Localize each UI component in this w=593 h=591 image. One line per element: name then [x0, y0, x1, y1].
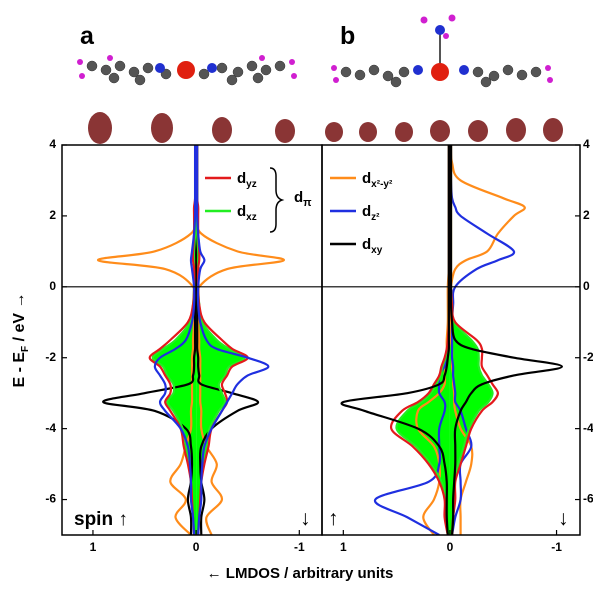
y-tick-label: 0 — [583, 279, 590, 293]
y-tick-label: -6 — [583, 492, 593, 506]
spin-label: ↑ — [328, 507, 339, 530]
dos-line — [449, 145, 516, 535]
y-tick-label: 0 — [49, 279, 56, 293]
y-tick-label: -2 — [45, 350, 56, 364]
legend-name: d — [362, 203, 371, 220]
y-tick-label: -4 — [45, 421, 56, 435]
panel-letter: b — [340, 22, 355, 50]
molecule-b — [331, 14, 553, 88]
y-label-sub: F — [20, 346, 31, 352]
dos-line — [195, 145, 270, 535]
y-axis-label: E - EF / eV → — [11, 292, 31, 387]
spin-label: spin ↑ — [74, 509, 128, 530]
y-tick-label: 2 — [583, 208, 590, 222]
y-tick-label: 2 — [49, 208, 56, 222]
y-tick-label: -2 — [583, 350, 593, 364]
area-fill — [396, 145, 450, 535]
spin-label: ↓ — [558, 507, 569, 530]
plot-area — [340, 145, 563, 535]
spin-label: ↓ — [300, 507, 311, 530]
legend-name: d — [237, 170, 246, 187]
panel-letter: a — [80, 22, 95, 50]
group-main: d — [294, 189, 303, 206]
y-tick-label: 4 — [49, 137, 56, 151]
dos-line — [449, 145, 563, 535]
panel-frame — [321, 144, 581, 536]
group-label: dπ — [294, 189, 312, 209]
y-label-main: E - E — [11, 352, 28, 388]
y-label-tail: / eV → — [11, 292, 28, 345]
group-sub: π — [303, 197, 312, 209]
legend-label: dxz — [237, 203, 257, 223]
substrate-atoms — [88, 112, 563, 144]
dos-line — [153, 145, 197, 535]
legend-name: d — [237, 203, 246, 220]
legend-sub: x²-y² — [371, 179, 393, 190]
dos-line — [148, 145, 197, 535]
y-tick-label: -6 — [45, 492, 56, 506]
dos-line — [340, 145, 451, 535]
legend-name: d — [362, 236, 371, 253]
brace — [269, 167, 285, 233]
y-tick-label: -4 — [583, 421, 593, 435]
dos-line — [195, 145, 249, 535]
molecule-a — [77, 55, 297, 86]
y-tick-label: 4 — [583, 137, 590, 151]
legend-sub: xz — [246, 212, 257, 223]
x-tick-label: 1 — [340, 540, 347, 554]
x-tick-label: 0 — [193, 540, 200, 554]
legend-label: dz² — [362, 203, 380, 223]
legend-label: dyz — [237, 170, 257, 190]
x-tick-label: -1 — [551, 540, 562, 554]
legend-label: dx²-y² — [362, 170, 393, 190]
legend-sub: xy — [371, 245, 383, 256]
plot-area — [97, 145, 285, 535]
x-tick-label: -1 — [294, 540, 305, 554]
legend-sub: yz — [246, 179, 257, 190]
legend-label: dxy — [362, 236, 383, 256]
x-tick-label: 1 — [90, 540, 97, 554]
x-axis-label: ← LMDOS / arbitrary units — [207, 565, 394, 582]
legend-name: d — [362, 170, 371, 187]
x-tick-label: 0 — [447, 540, 454, 554]
legend-sub: z² — [371, 212, 380, 223]
